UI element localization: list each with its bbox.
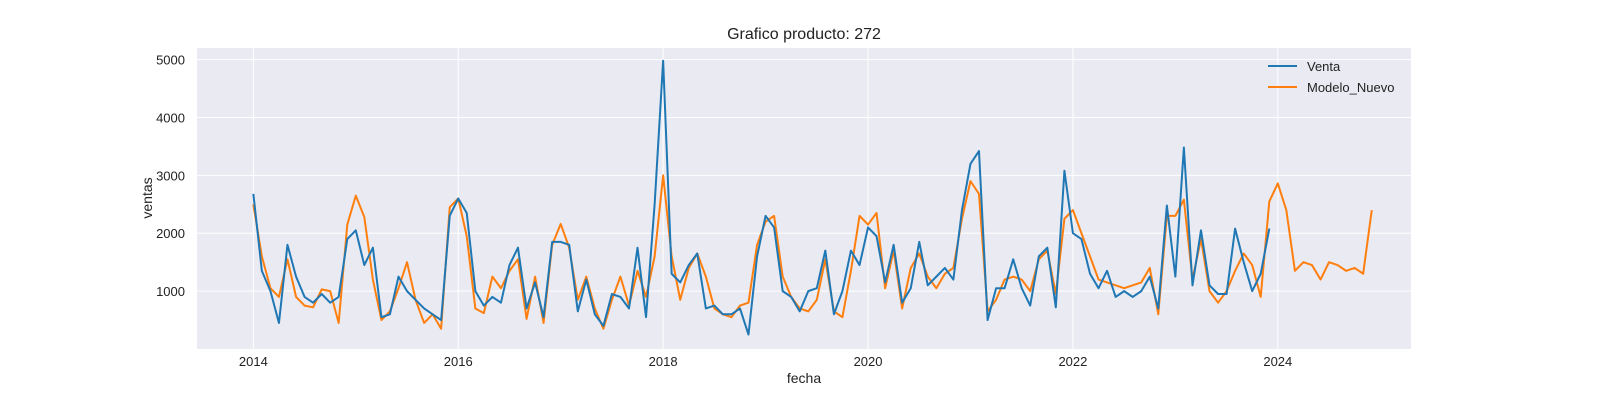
y-tick-label: 3000 xyxy=(156,168,185,183)
x-tick-label: 2014 xyxy=(239,354,268,369)
y-tick-label: 2000 xyxy=(156,226,185,241)
y-axis-title: ventas xyxy=(139,177,155,218)
x-tick-label: 2020 xyxy=(854,354,883,369)
y-axis-ticks: 1000 2000 3000 4000 5000 xyxy=(156,53,185,300)
y-tick-label: 4000 xyxy=(156,110,185,125)
series-line-venta xyxy=(252,59,1271,336)
series-lines xyxy=(252,59,1373,336)
x-tick-label: 2024 xyxy=(1263,354,1292,369)
legend-label: Venta xyxy=(1307,59,1341,74)
y-tick-label: 1000 xyxy=(156,284,185,299)
x-tick-label: 2018 xyxy=(649,354,678,369)
chart-title: Grafico producto: 272 xyxy=(727,26,881,43)
legend: Venta Modelo_Nuevo xyxy=(1268,59,1394,95)
x-axis-ticks: 2014 2016 2018 2020 2022 2024 xyxy=(239,354,1292,369)
x-axis-title: fecha xyxy=(787,370,821,386)
x-tick-label: 2022 xyxy=(1058,354,1087,369)
y-tick-label: 5000 xyxy=(156,53,185,68)
x-tick-label: 2016 xyxy=(444,354,473,369)
legend-label: Modelo_Nuevo xyxy=(1307,80,1394,95)
series-line-modelo-nuevo xyxy=(252,174,1373,330)
